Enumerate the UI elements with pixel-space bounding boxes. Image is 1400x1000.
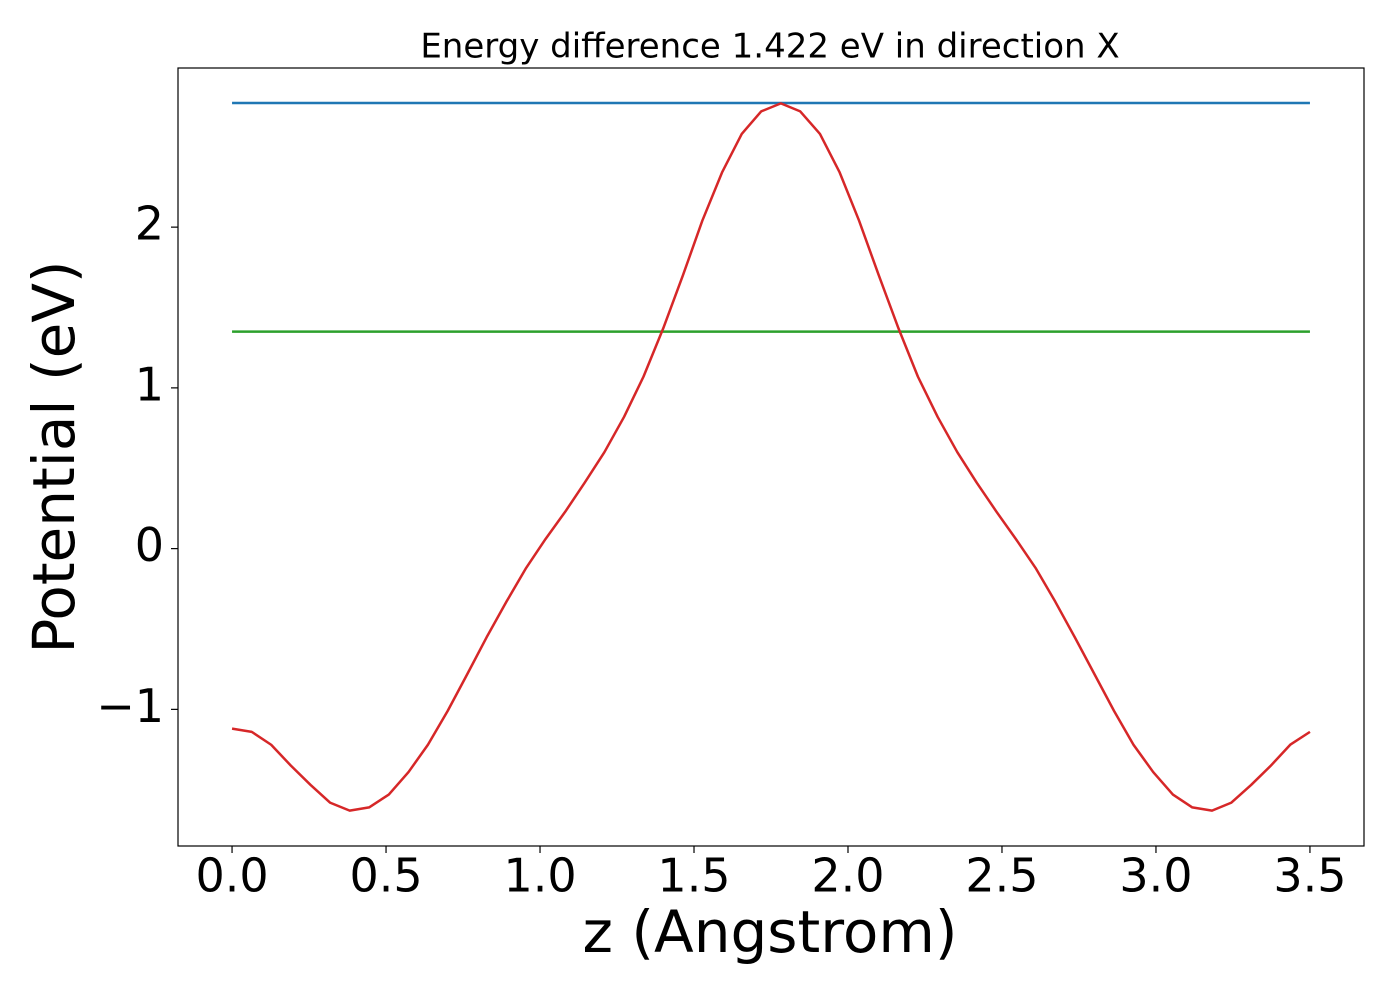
x-tick-label: 0.5 [349, 849, 422, 903]
x-tick-label: 3.5 [1273, 849, 1346, 903]
y-tick-label: 2 [135, 197, 164, 251]
y-tick-label: 1 [135, 357, 164, 411]
x-axis-label: z (Angstrom) [583, 898, 958, 966]
chart-title: Energy difference 1.422 eV in direction … [420, 27, 1119, 67]
y-axis-label: Potential (eV) [20, 260, 88, 653]
x-tick-label: 2.5 [965, 849, 1038, 903]
x-tick-label: 0.0 [195, 849, 268, 903]
x-tick-label: 2.0 [811, 849, 884, 903]
y-tick-label: −1 [96, 679, 164, 733]
y-tick-label: 0 [135, 518, 164, 572]
plot-frame [177, 67, 1365, 847]
x-tick-label: 1.5 [657, 849, 730, 903]
series-line [231, 102, 1311, 812]
x-tick-label: 1.0 [503, 849, 576, 903]
x-tick-label: 3.0 [1119, 849, 1192, 903]
